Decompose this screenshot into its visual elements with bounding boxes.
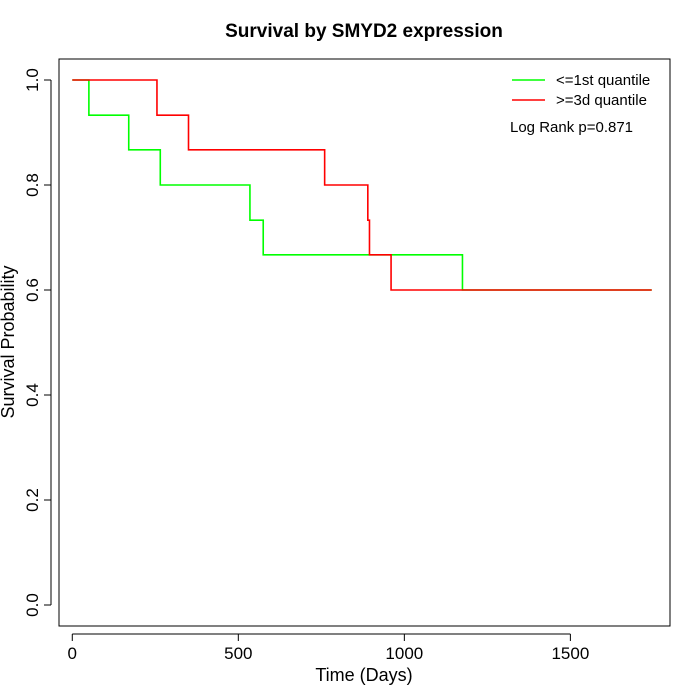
x-tick-label: 500	[224, 644, 252, 663]
plot-frame	[58, 58, 671, 627]
x-tick-label: 1000	[385, 644, 423, 663]
survival-curve-2	[72, 79, 652, 291]
y-tick-label: 0.0	[23, 593, 42, 617]
y-tick-label: 1.0	[23, 68, 42, 92]
series-layer	[72, 79, 652, 291]
y-tick-label: 0.8	[23, 173, 42, 197]
x-tick-label: 1500	[551, 644, 589, 663]
legend-label-1: <=1st quantile	[556, 72, 650, 89]
y-tick-label: 0.4	[23, 383, 42, 407]
legend: <=1st quantile >=3d quantile	[512, 72, 650, 109]
survival-curve-1	[72, 79, 652, 291]
log-rank-annotation: Log Rank p=0.871	[510, 119, 633, 136]
x-axis: 0 500 1000 1500	[68, 633, 589, 663]
y-axis: 0.0 0.2 0.4 0.6 0.8 1.0	[23, 68, 52, 617]
legend-label-2: >=3d quantile	[556, 92, 647, 109]
x-axis-label: Time (Days)	[315, 665, 412, 685]
x-tick-label: 0	[68, 644, 77, 663]
y-tick-label: 0.6	[23, 278, 42, 302]
chart-title: Survival by SMYD2 expression	[225, 21, 503, 42]
y-tick-label: 0.2	[23, 488, 42, 512]
y-axis-label: Survival Probability	[0, 265, 18, 418]
